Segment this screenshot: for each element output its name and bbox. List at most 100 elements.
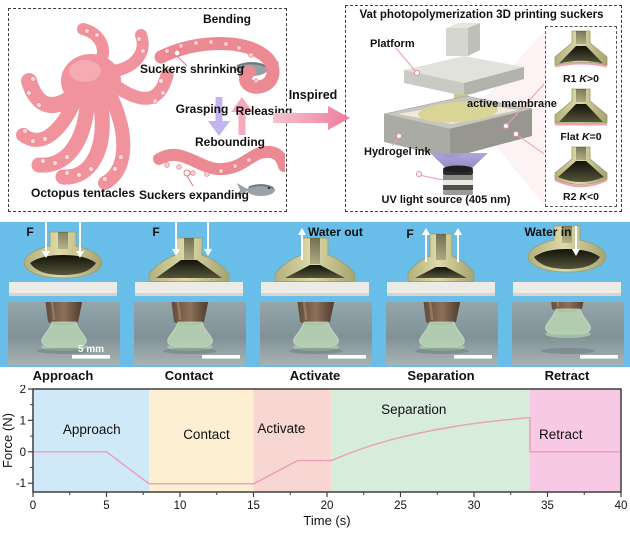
stage-annotation: F [406, 227, 413, 241]
stage-panel-separation: F [378, 222, 504, 367]
stage-panel-approach: F 5 mm [0, 222, 126, 367]
chart-region-label: Activate [257, 421, 305, 436]
rebounding-tentacle [153, 145, 290, 176]
stage-photo [260, 302, 372, 365]
chart-region-retract [529, 389, 621, 492]
stage-render: Water out [261, 225, 369, 296]
chart-region-label: Retract [539, 427, 583, 442]
label-r1: R1 K>0 [563, 73, 599, 85]
inspired-label: Inspired [288, 88, 338, 102]
stage-label-contact: Contact [164, 368, 214, 383]
chart-region-label: Contact [183, 427, 230, 442]
y-tick-label: 0 [20, 447, 26, 459]
stage-render: F [135, 222, 243, 296]
stage-render: Water in [513, 225, 621, 296]
y-axis-title: Force (N) [0, 413, 15, 468]
chart-region-contact [149, 389, 254, 492]
scale-bar [454, 355, 492, 359]
label-platform: Platform [370, 38, 415, 50]
y-tick-label: -1 [16, 478, 26, 490]
chart-region-approach [33, 389, 150, 492]
stage-annotation: Water out [308, 225, 363, 239]
force-line [33, 416, 621, 485]
hydrogel-pool [418, 101, 498, 123]
scale-bar [72, 355, 110, 359]
stage-label-separation: Separation [407, 368, 475, 383]
inset-r1: R1 K>0 [548, 30, 614, 85]
x-tick-label: 40 [615, 500, 628, 512]
y-tick-label: 1 [20, 415, 26, 427]
stage-photo: 5 mm [8, 302, 120, 365]
y-tick-label: 2 [20, 385, 26, 396]
scale-bar [580, 355, 618, 359]
octopus-panel: Bending Suckers shrinking Grasping Relea… [8, 8, 292, 212]
label-flat: Flat K=0 [560, 131, 602, 143]
printer-panel: Vat photopolymerization 3D printing suck… [345, 5, 622, 212]
label-r2: R2 K<0 [563, 191, 599, 203]
label-bending: Bending [203, 12, 251, 26]
printer-title: Vat photopolymerization 3D printing suck… [359, 9, 604, 21]
stage-annotation: F [26, 225, 33, 239]
stage-panel-retract: Water in [504, 222, 630, 367]
inspired-connector: Inspired [270, 88, 356, 134]
stage-annotation: Water in [525, 225, 572, 239]
octopus-suckers [22, 28, 166, 182]
scale-bar [328, 355, 366, 359]
chart-svg: Approach Contact Activate Separation Retract… [0, 384, 628, 528]
uv-light-cone [430, 153, 488, 171]
x-tick-label: 5 [103, 500, 109, 512]
stage-photo [134, 302, 246, 365]
force-time-chart: Approach Contact Activate Separation Retract… [0, 384, 630, 529]
label-uv-source: UV light source (405 nm) [381, 194, 511, 206]
bending-tentacle [154, 37, 280, 94]
chart-region-activate [253, 389, 332, 492]
x-tick-label: 15 [247, 500, 260, 512]
sucker-flat-icon [554, 88, 608, 126]
releasing-arrow [231, 97, 253, 135]
stage-panel-activate: Water out [252, 222, 378, 367]
inset-flat: Flat K=0 [548, 88, 614, 143]
stage-label-retract: Retract [544, 368, 590, 383]
top-section: Bending Suckers shrinking Grasping Relea… [0, 0, 630, 222]
printer-illustration [383, 23, 545, 206]
label-hydrogel-ink: Hydrogel ink [364, 146, 431, 158]
octopus-caption: Octopus tentacles [30, 186, 136, 200]
stage-annotation: F [152, 225, 159, 239]
vat-shape [383, 95, 533, 158]
stage-label-row: Approach Contact Activate Separation Retract [0, 367, 630, 385]
label-grasping: Grasping [175, 102, 229, 116]
curvature-inset-box: R1 K>0 Flat K=0 [545, 26, 617, 207]
fish-escaping [237, 183, 275, 197]
inspired-arrow-icon [273, 106, 350, 130]
stage-render: F [387, 227, 495, 296]
grasping-arrow [208, 97, 230, 136]
stage-label-approach: Approach [32, 368, 94, 383]
x-axis-title: Time (s) [303, 513, 350, 528]
chart-region-separation [331, 389, 530, 492]
label-suckers-expanding: Suckers expanding [138, 188, 250, 202]
leader-lines [173, 49, 194, 187]
stage-photo [512, 302, 624, 365]
platform-shape [404, 23, 524, 96]
x-tick-label: 20 [321, 500, 334, 512]
x-tick-label: 35 [541, 500, 554, 512]
stage-label-activate: Activate [289, 368, 341, 383]
octopus-illustration [16, 23, 290, 197]
inset-r2: R2 K<0 [548, 146, 614, 203]
scale-bar-label: 5 mm [78, 344, 104, 355]
chart-region-label: Approach [63, 422, 121, 437]
label-active-membrane: active membrane [467, 98, 557, 110]
sucker-r2-icon [554, 146, 608, 188]
x-tick-label: 30 [468, 500, 481, 512]
label-suckers-shrinking: Suckers shrinking [139, 62, 245, 76]
stage-photo [386, 302, 498, 365]
x-tick-label: 0 [30, 500, 36, 512]
scale-bar [202, 355, 240, 359]
photo-sequence-strip: F 5 mm F [0, 222, 630, 367]
x-tick-label: 25 [394, 500, 407, 512]
x-tick-label: 10 [174, 500, 187, 512]
uv-source-shape [443, 165, 473, 195]
label-rebounding: Rebounding [195, 135, 265, 149]
chart-region-label: Separation [381, 402, 446, 417]
